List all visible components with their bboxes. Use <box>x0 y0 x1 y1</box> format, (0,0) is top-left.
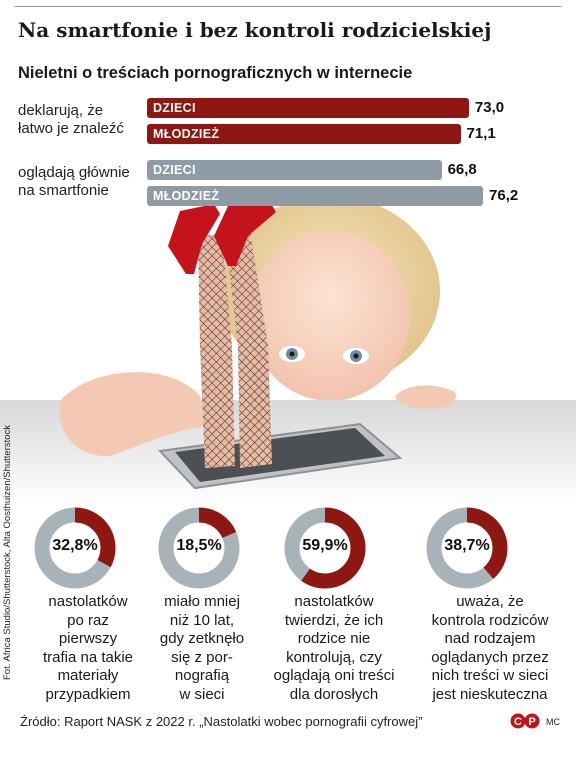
donut-value-label: 18,5% <box>176 537 222 554</box>
bar-group-label: deklarują, że łatwo je znaleźć <box>18 102 124 138</box>
donut-chart <box>34 507 116 589</box>
source-note: Źródło: Raport NASK z 2022 r. „Nastolatk… <box>20 714 423 729</box>
bar-series-label: DZIECI <box>153 101 196 115</box>
logo-letter-c: C <box>514 716 522 728</box>
donut-description: nastolatków twierdzi, że ich rodzice nie… <box>273 593 395 703</box>
bar-series-label: MŁODZIEŻ <box>153 127 220 141</box>
donut-value-label: 32,8% <box>52 537 98 554</box>
face-shape <box>250 231 410 401</box>
donut-slice <box>34 507 116 589</box>
donut-slice <box>158 507 240 589</box>
bar-group-label-line: łatwo je znaleźć <box>18 120 124 137</box>
page-title: Na smartfonie i bez kontroli rodzicielsk… <box>18 18 492 42</box>
chart-subtitle: Nieletni o treściach pornograficznych w … <box>18 64 413 82</box>
bar-value-label: 71,1 <box>466 125 496 142</box>
bar-series-label: DZIECI <box>153 163 196 177</box>
donut-slice <box>284 507 366 589</box>
illustration-photo <box>0 196 576 506</box>
arm-shape <box>59 372 205 457</box>
bar: DZIECI <box>147 160 442 180</box>
donut-chart <box>158 507 240 589</box>
donut-description: nastolatków po raz pierwszy trafia na ta… <box>42 593 134 703</box>
bar-value-label: 76,2 <box>489 187 519 204</box>
donut-chart <box>284 507 366 589</box>
donut-chart <box>426 507 508 589</box>
top-rule <box>14 6 562 7</box>
bar: DZIECI <box>147 98 469 118</box>
author-initials: MC <box>546 717 560 727</box>
bar-value-label: 73,0 <box>474 99 505 116</box>
donut-value-label: 38,7% <box>444 537 490 554</box>
bar-group-label-line: na smartfonie <box>18 182 109 199</box>
bar-value-label: 66,8 <box>447 161 477 178</box>
logo-letter-p: P <box>528 716 535 728</box>
donut-value-label: 59,9% <box>302 537 348 554</box>
bar: MŁODZIEŻ <box>147 186 484 206</box>
donut-slice <box>426 507 508 589</box>
bar-group-label: oglądają głównie na smartfonie <box>18 164 130 200</box>
bar: MŁODZIEŻ <box>147 124 461 144</box>
bar-chart: deklarują, że łatwo je znaleźć DZIECI 73,0 M… <box>0 0 576 220</box>
bar-group-label-line: deklarują, że <box>18 102 104 119</box>
donut-description: miało mniej niż 10 lat, gdy zetknęło się… <box>159 593 245 703</box>
cp-logo-icon: C P <box>510 713 540 729</box>
donut-description: uważa, że kontrola rodziców nad rodzajem… <box>431 593 549 703</box>
heels-shape <box>168 204 220 274</box>
photo-credit: Fot. Africa Studio/Shutterstock, Alta Oo… <box>2 424 13 680</box>
legs-shape <box>198 234 235 468</box>
bar-series-label: MŁODZIEŻ <box>153 189 220 203</box>
bar-group-label-line: oglądają głównie <box>18 164 130 181</box>
